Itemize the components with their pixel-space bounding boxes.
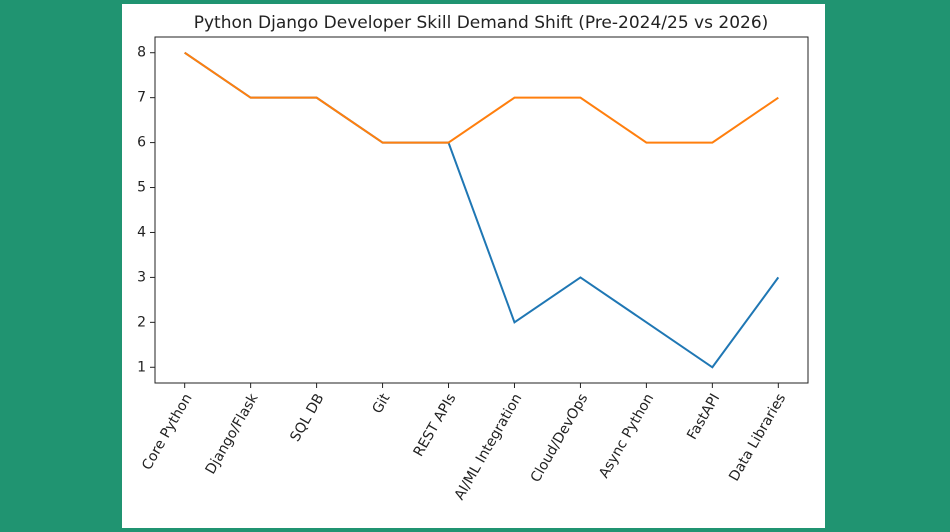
y-tick-label: 2 (137, 314, 146, 330)
y-tick-label: 3 (137, 269, 146, 285)
chart-panel (122, 4, 825, 528)
y-tick-label: 5 (137, 180, 146, 196)
y-tick-label: 1 (137, 359, 146, 375)
chart-title: Python Django Developer Skill Demand Shi… (194, 13, 769, 33)
plot-frame (154, 36, 809, 384)
y-tick-label: 8 (137, 45, 146, 61)
y-tick-label: 7 (137, 90, 146, 106)
y-tick-label: 4 (137, 224, 146, 240)
y-tick-label: 6 (137, 135, 146, 151)
series-line (184, 51, 779, 144)
